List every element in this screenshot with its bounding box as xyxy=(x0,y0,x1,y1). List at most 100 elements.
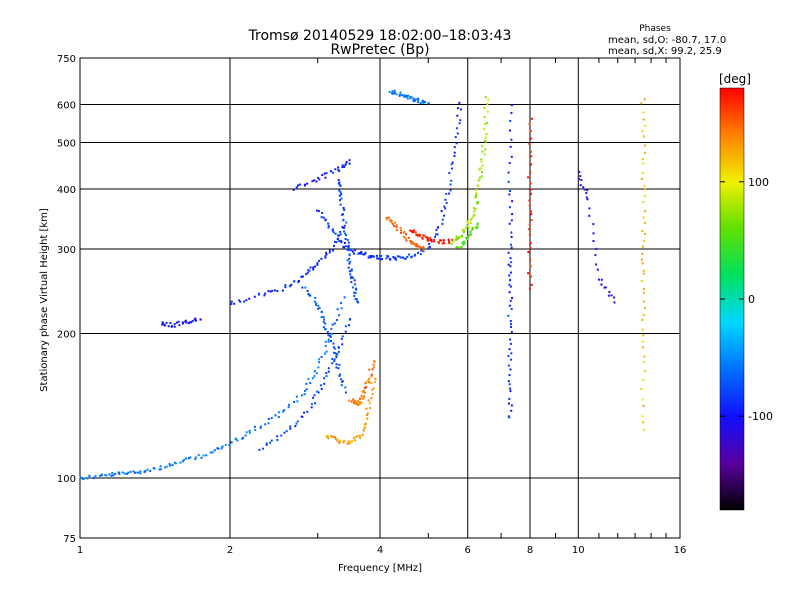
echo-point xyxy=(412,231,415,234)
echo-point xyxy=(394,221,397,224)
echo-point xyxy=(324,340,327,343)
echo-point xyxy=(348,257,351,260)
echo-point xyxy=(161,321,164,324)
echo-point xyxy=(202,454,205,457)
echo-point xyxy=(409,96,412,99)
echo-point xyxy=(445,192,448,195)
echo-point xyxy=(423,100,426,103)
echo-point xyxy=(159,465,162,468)
echo-point xyxy=(88,474,91,477)
echo-point xyxy=(429,239,432,242)
echo-point xyxy=(643,184,646,187)
echo-point xyxy=(230,300,233,303)
echo-point xyxy=(370,373,373,376)
echo-point xyxy=(385,217,388,220)
echo-point xyxy=(220,447,223,450)
echo-point xyxy=(428,245,431,248)
echo-point xyxy=(484,136,487,139)
echo-point xyxy=(508,283,511,286)
echo-point xyxy=(357,435,360,438)
echo-point xyxy=(254,429,257,432)
echo-point xyxy=(592,232,595,235)
echo-point xyxy=(327,338,330,341)
echo-point xyxy=(297,279,300,282)
echo-point xyxy=(588,207,591,210)
echo-point xyxy=(421,101,424,104)
echo-point xyxy=(336,308,339,311)
echo-point xyxy=(230,440,233,443)
echo-point xyxy=(509,145,512,148)
echo-point xyxy=(467,235,470,238)
echo-point xyxy=(642,300,645,303)
echo-point xyxy=(175,321,178,324)
echo-point xyxy=(509,342,512,345)
echo-point xyxy=(194,456,197,459)
echo-point xyxy=(236,439,239,442)
echo-point xyxy=(641,171,644,174)
echo-point xyxy=(318,358,321,361)
echo-point xyxy=(443,205,446,208)
echo-point xyxy=(324,255,327,258)
echo-point xyxy=(313,375,316,378)
echo-point xyxy=(341,380,344,383)
echo-point xyxy=(152,466,155,469)
echo-point xyxy=(316,390,319,393)
echo-point xyxy=(507,380,510,383)
echo-point xyxy=(365,407,368,410)
y-tick-label: 500 xyxy=(57,139,76,150)
echo-point xyxy=(448,241,451,244)
echo-point xyxy=(320,315,323,318)
echo-point xyxy=(327,222,330,225)
echo-point xyxy=(244,434,247,437)
echo-point xyxy=(309,266,312,269)
echo-point xyxy=(476,184,479,187)
echo-point xyxy=(414,98,417,101)
echo-point xyxy=(529,192,532,195)
echo-point xyxy=(510,330,513,333)
echo-point xyxy=(426,236,429,239)
echo-point xyxy=(372,387,375,390)
echo-point xyxy=(324,322,327,325)
echo-point xyxy=(398,255,401,258)
echo-point xyxy=(508,129,511,132)
echo-point xyxy=(449,183,452,186)
echo-point xyxy=(338,374,341,377)
echo-point xyxy=(509,368,512,371)
echo-point xyxy=(462,240,465,243)
echo-point xyxy=(343,439,346,442)
echo-point xyxy=(104,474,107,477)
echo-point xyxy=(336,439,339,442)
echo-point xyxy=(340,241,343,244)
echo-point xyxy=(143,471,146,474)
echo-point xyxy=(322,216,325,219)
echo-point xyxy=(305,382,308,385)
echo-point xyxy=(511,296,514,299)
echo-point xyxy=(352,399,355,402)
echo-point xyxy=(393,89,396,92)
echo-point xyxy=(361,433,364,436)
echo-point xyxy=(642,118,645,121)
echo-point xyxy=(325,172,328,175)
echo-point xyxy=(327,225,330,228)
echo-point xyxy=(134,471,137,474)
echo-point xyxy=(588,214,591,217)
echo-point xyxy=(360,252,363,255)
echo-point xyxy=(580,179,583,182)
echo-point xyxy=(353,291,356,294)
echo-point xyxy=(114,472,117,475)
echo-point xyxy=(295,422,298,425)
echo-point xyxy=(371,255,374,258)
echo-point xyxy=(200,456,203,459)
echo-point xyxy=(642,361,645,364)
echo-point xyxy=(437,226,440,229)
echo-point xyxy=(527,228,530,231)
y-tick-label: 75 xyxy=(63,534,76,545)
echo-point xyxy=(415,245,418,248)
echo-point xyxy=(407,236,410,239)
echo-point xyxy=(285,430,288,433)
x-tick-label: 16 xyxy=(674,545,687,556)
echo-point xyxy=(385,257,388,260)
echo-point xyxy=(79,476,82,479)
echo-point xyxy=(293,400,296,403)
echo-point xyxy=(274,414,277,417)
